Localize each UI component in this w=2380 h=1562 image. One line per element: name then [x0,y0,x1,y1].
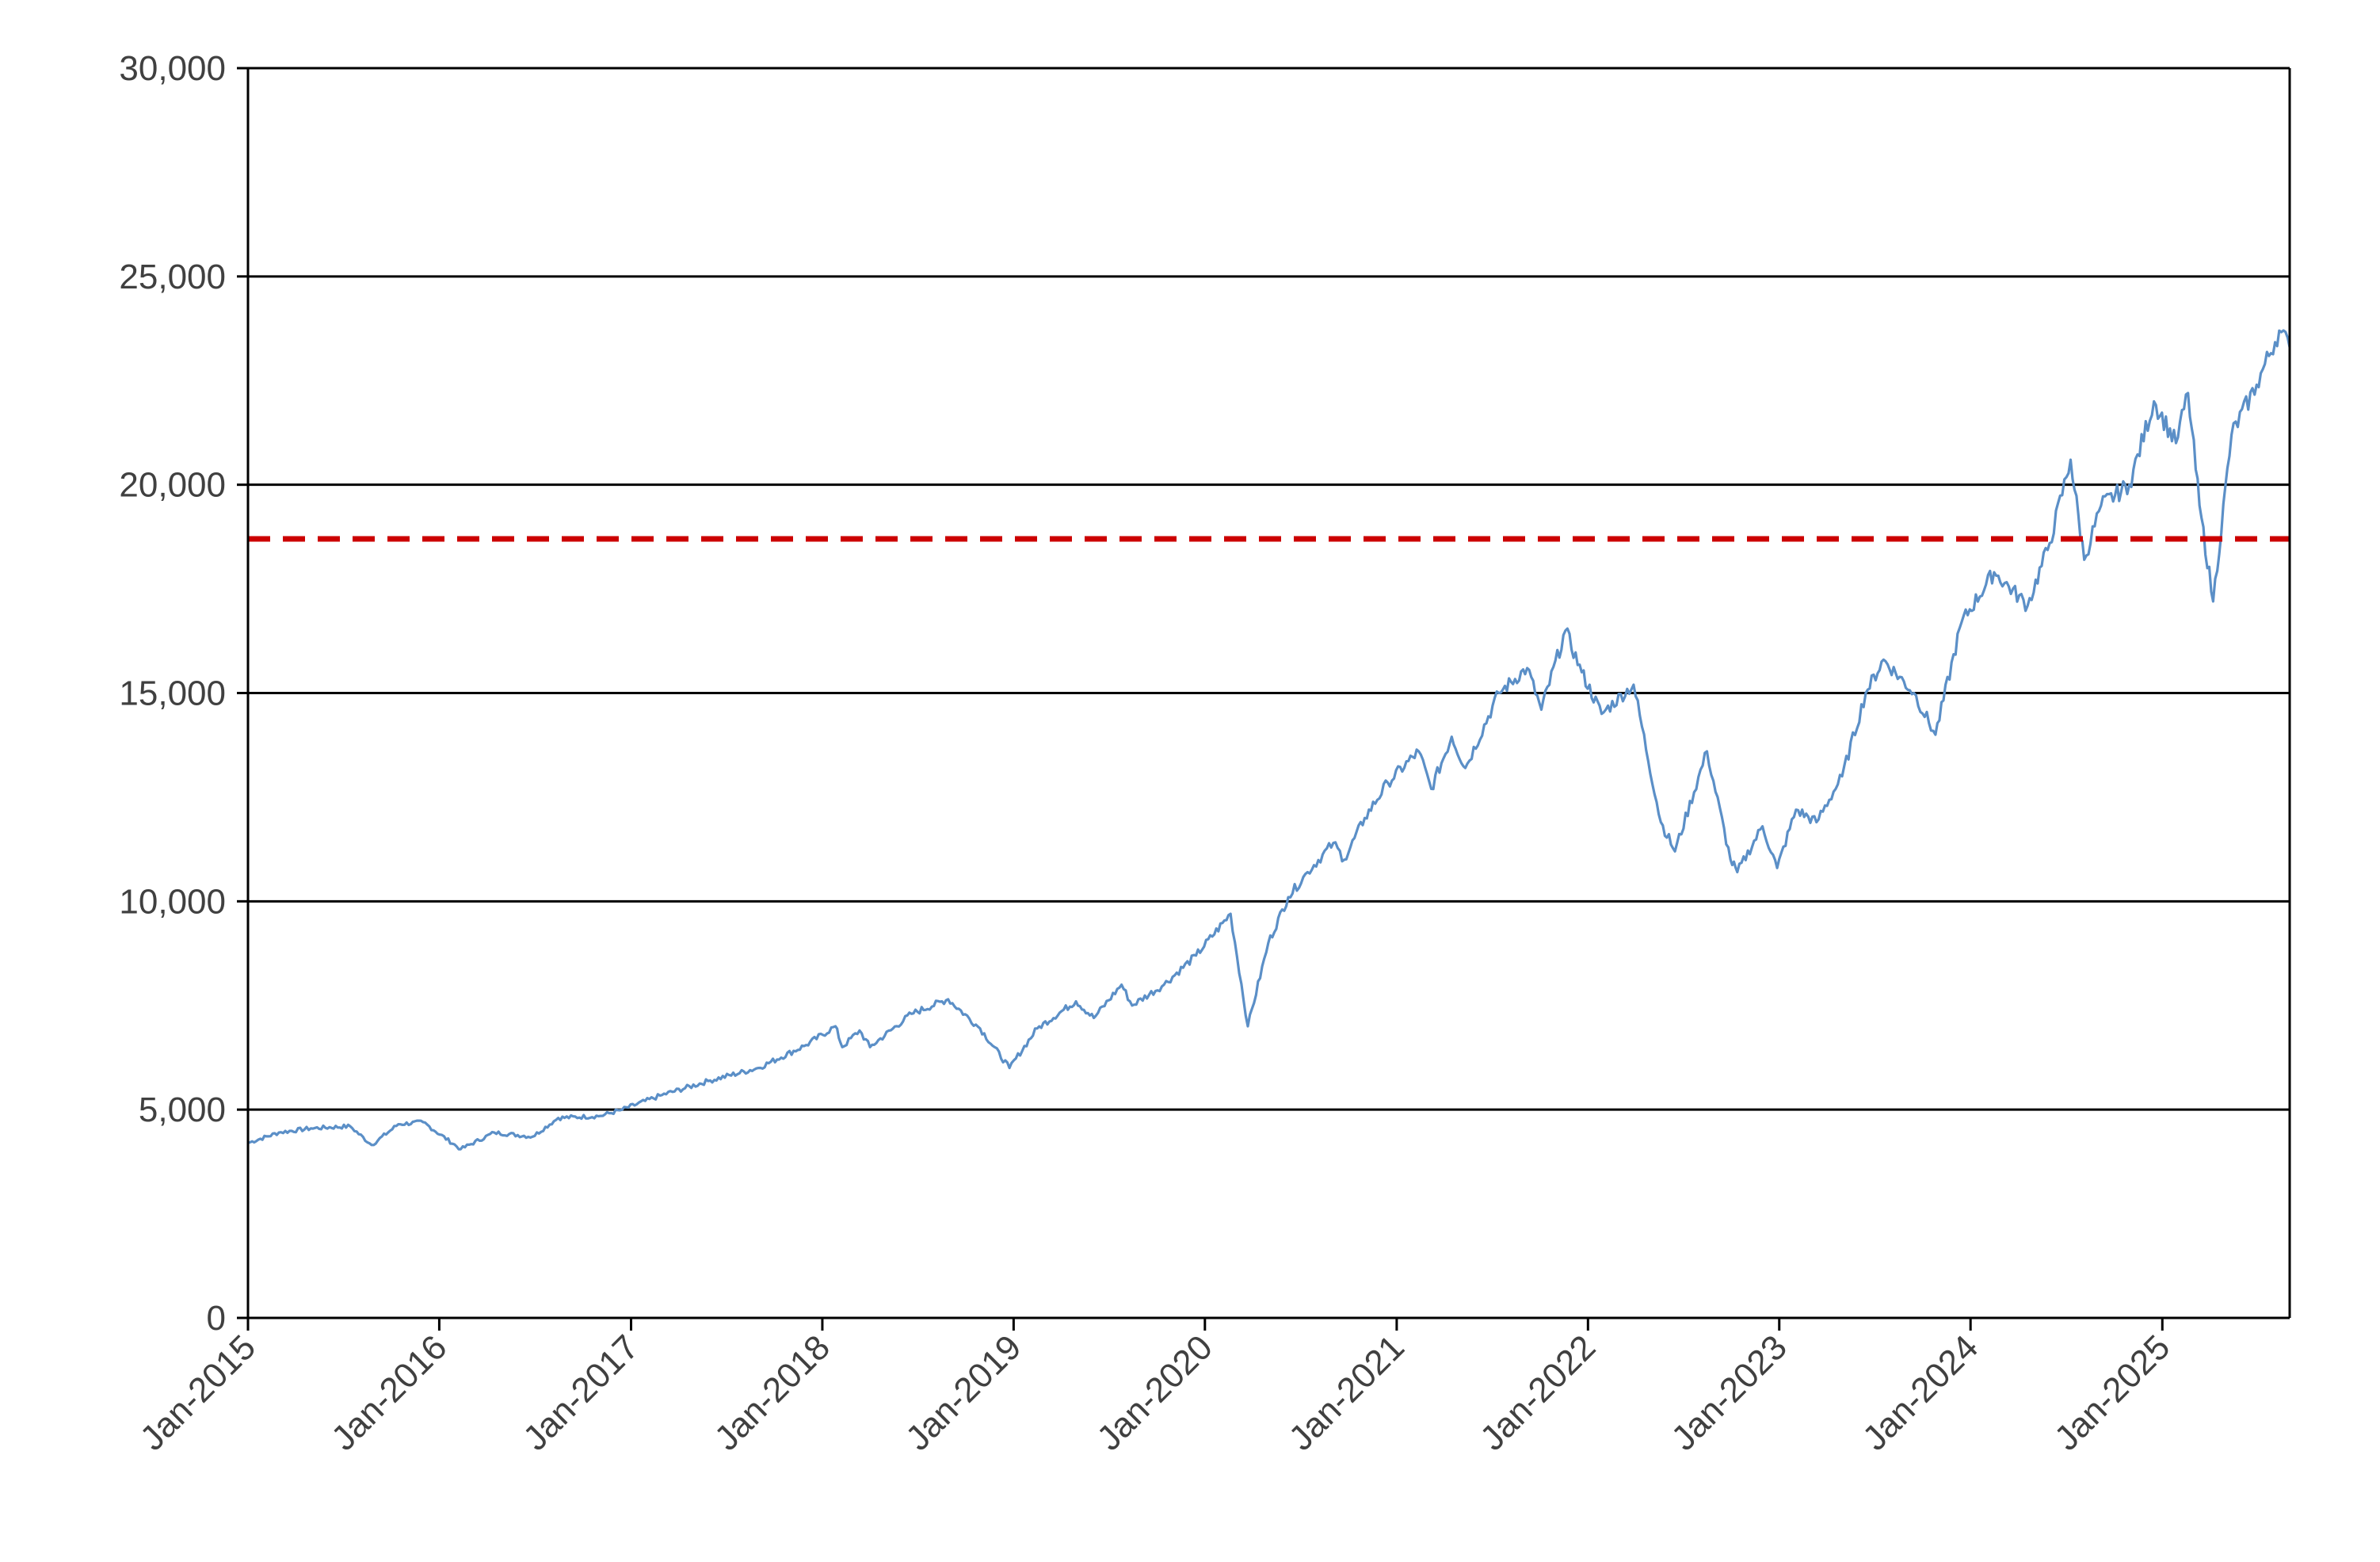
x-tick-labels: Jan-2015 Jan-2016 Jan-2017 Jan-2018 Jan-2019… [133,1327,2178,1457]
y-tick-label: 5,000 [139,1090,226,1129]
x-tick-label: Jan-2017 [516,1327,646,1457]
x-tick-label: Jan-2023 [1664,1327,1794,1457]
gridlines [248,67,2290,1111]
x-tick-label: Jan-2021 [1282,1327,1412,1457]
y-tick-label: 10,000 [119,882,226,921]
x-tick-label: Jan-2024 [1856,1327,1985,1457]
y-tick-label: 25,000 [119,258,226,296]
x-tick-label: Jan-2020 [1089,1327,1219,1457]
x-tick-label: Jan-2018 [708,1327,837,1457]
x-tick-label: Jan-2016 [324,1327,454,1457]
x-tick-label: Jan-2015 [133,1327,263,1457]
series-line [247,329,2291,1151]
y-tick-label: 30,000 [119,49,226,88]
y-tick-label: 20,000 [119,466,226,505]
axes [237,67,2291,1331]
x-tick-label: Jan-2022 [1473,1327,1603,1457]
series-layer [247,329,2291,1151]
x-tick-label: Jan-2025 [2047,1327,2177,1457]
y-tick-label: 0 [207,1299,226,1338]
y-tick-labels: 0 5,000 10,000 15,000 20,000 25,000 30,000 [119,49,226,1338]
y-tick-label: 15,000 [119,674,226,713]
x-tick-label: Jan-2019 [898,1327,1028,1457]
